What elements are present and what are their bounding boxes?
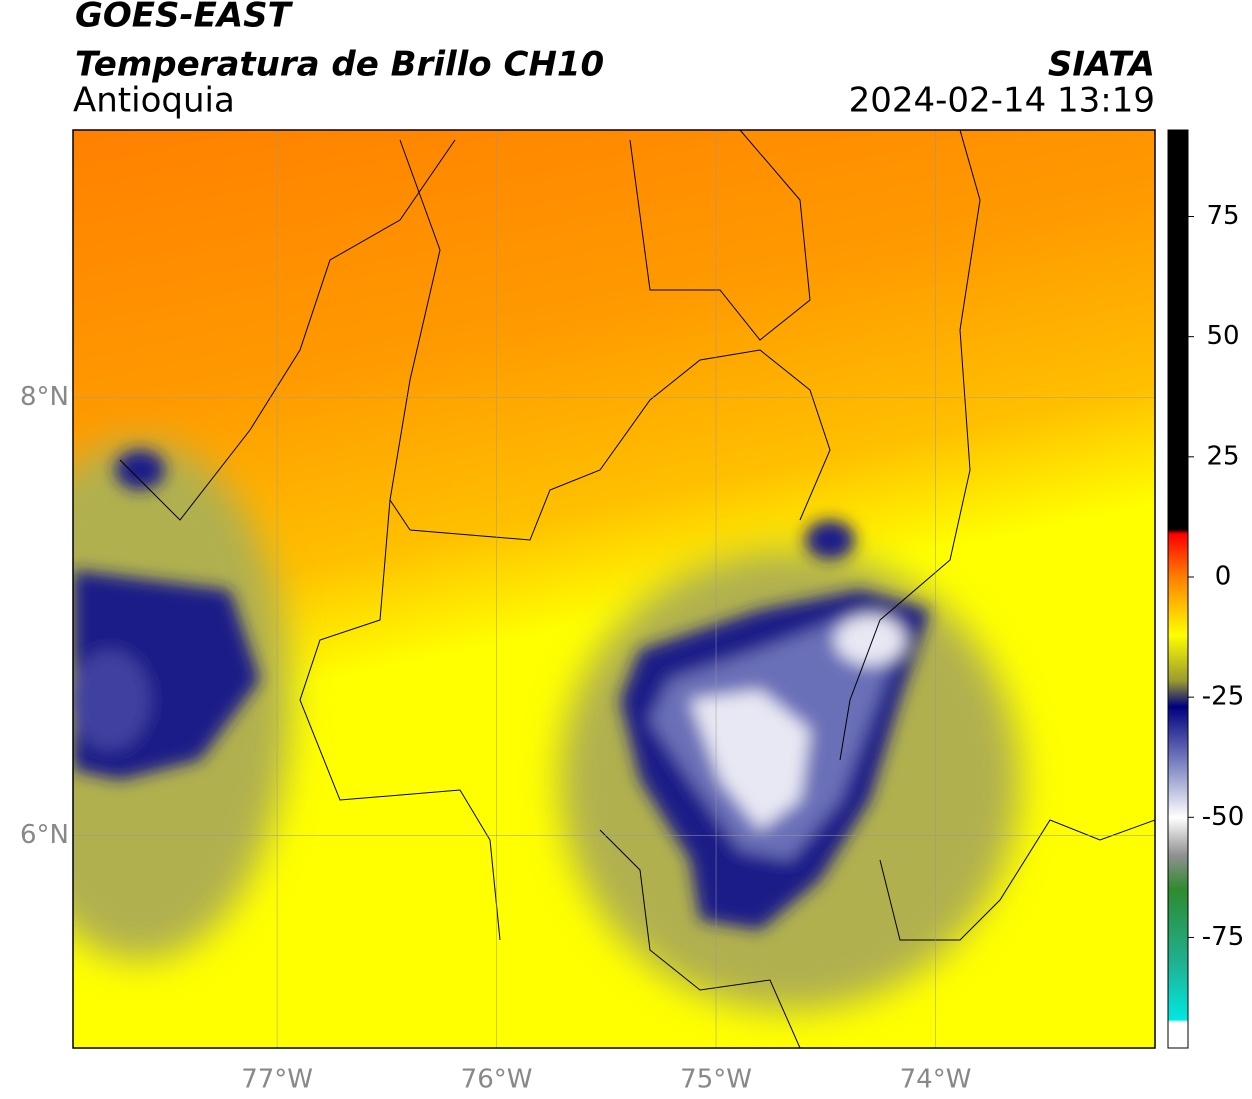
x-tick-label: 77°W: [241, 1065, 313, 1095]
y-tick-label: 8°N: [20, 382, 69, 412]
map-imagery: [73, 130, 1155, 1048]
source: SIATA: [1048, 45, 1155, 85]
title: GOES-EAST: [75, 0, 294, 36]
colorbar-tick-label: 75: [1206, 201, 1239, 231]
y-tick-label: 6°N: [20, 820, 69, 850]
x-tick-label: 75°W: [680, 1065, 752, 1095]
colorbar: [1167, 129, 1189, 1049]
colorbar-tick-label: 25: [1206, 441, 1239, 471]
colorbar-tick-label: -25: [1202, 682, 1244, 712]
colorbar-tick-label: -50: [1202, 802, 1244, 832]
x-tick-label: 74°W: [900, 1065, 972, 1095]
subtitle: Temperatura de Brillo CH10: [75, 45, 604, 85]
datetime: 2024-02-14 13:19: [849, 81, 1155, 121]
x-tick-label: 76°W: [461, 1065, 533, 1095]
colorbar-ticks: 75 50 25 0 -25 -50 -75: [1188, 201, 1244, 952]
colorbar-tick-label: -75: [1202, 922, 1244, 952]
colorbar-tick-label: 50: [1206, 321, 1239, 351]
grid: [73, 130, 1155, 1048]
map-frame: [72, 129, 1156, 1049]
region: Antioquia: [73, 81, 235, 121]
colorbar-tick-label: 0: [1215, 561, 1232, 591]
